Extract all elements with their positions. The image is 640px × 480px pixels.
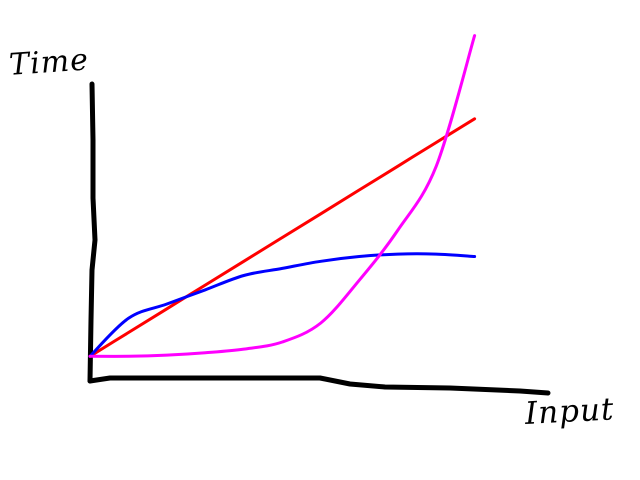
x-axis-line [87, 375, 551, 396]
series-line-3 [88, 34, 477, 358]
series-line-2 [88, 252, 477, 358]
x-axis-label: Input [524, 391, 616, 432]
series-layer [88, 34, 477, 358]
y-axis-label: Time [8, 42, 91, 83]
series-line-1 [88, 117, 477, 358]
y-axis-line [87, 81, 98, 384]
